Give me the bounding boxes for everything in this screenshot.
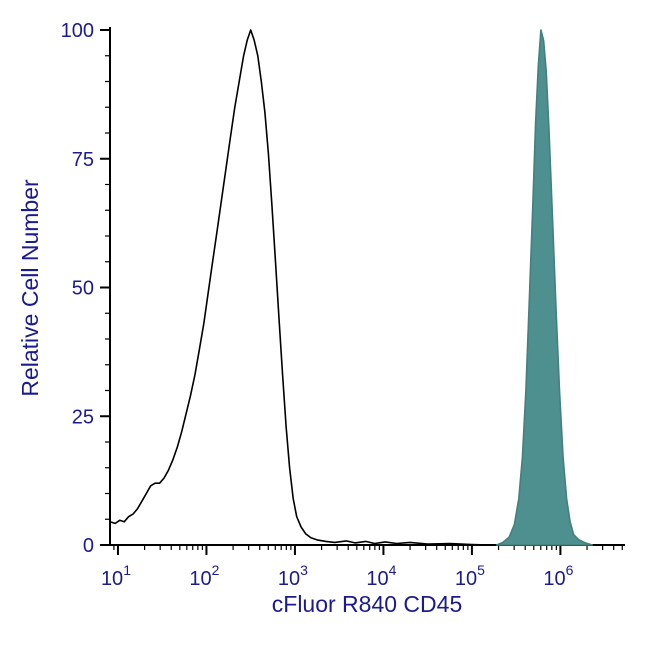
y-tick-label: 75 bbox=[72, 149, 94, 171]
axis-tick-labels: 0 25 50 75 100 101 102 103 104 105 106 bbox=[61, 20, 574, 590]
cfluor-r840-cd45-stained-curve bbox=[495, 29, 594, 546]
unstained-control-curve bbox=[109, 29, 490, 546]
y-tick-label: 50 bbox=[72, 278, 94, 300]
x-tick-label: 103 bbox=[278, 562, 308, 590]
x-tick-label: 101 bbox=[101, 562, 131, 590]
y-tick-label: 25 bbox=[72, 406, 94, 428]
x-tick-label: 102 bbox=[189, 562, 219, 590]
x-tick-label: 104 bbox=[366, 562, 396, 590]
y-tick-label: 0 bbox=[83, 535, 94, 557]
x-tick-label: 106 bbox=[543, 562, 573, 590]
x-axis-title: cFluor R840 CD45 bbox=[272, 591, 462, 617]
histogram-curves bbox=[109, 29, 594, 546]
y-tick-label: 100 bbox=[61, 20, 94, 42]
x-tick-label: 105 bbox=[455, 562, 485, 590]
y-axis-title: Relative Cell Number bbox=[17, 179, 43, 397]
axis-ticks bbox=[100, 29, 623, 555]
